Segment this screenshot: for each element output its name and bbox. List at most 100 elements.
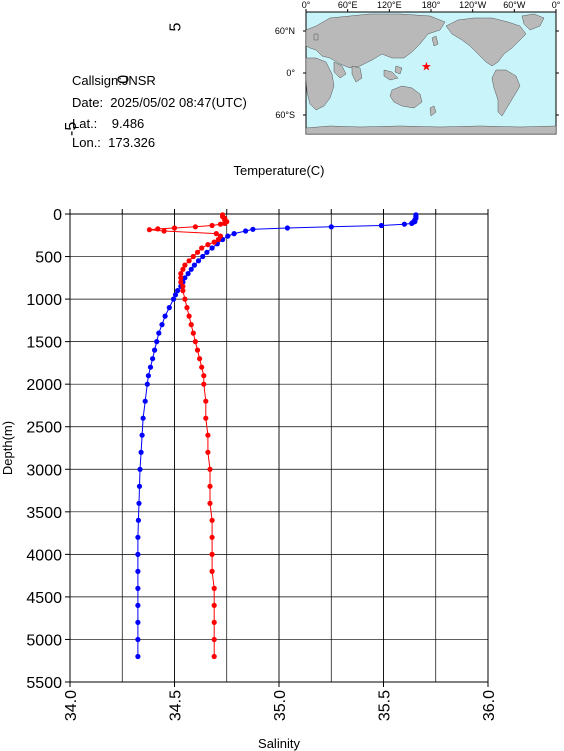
temperature-tick-label: 0 [115,75,132,84]
salinity-tick-label: 34.0 [63,690,80,721]
temperature-point [162,313,168,319]
salinity-point [178,271,184,277]
depth-tick-label: 4500 [26,590,62,607]
salinity-point [178,279,184,285]
salinity-point [203,398,209,404]
salinity-point [205,432,211,438]
temperature-point [135,636,141,643]
depth-tick-label: 2500 [26,420,62,437]
temperature-point [200,253,206,260]
map-lat-tick-label: 60°S [275,110,295,120]
depth-tick-label: 500 [35,250,62,267]
profile-plot: 0 500 1000 1500 2000 2500 3000 3500 4000 4500 5000… [0,23,498,751]
salinity-point [207,466,213,472]
temperature-point [136,500,142,506]
salinity-point [207,483,213,489]
salinity-point [217,221,224,227]
world-map: ★ 0° 60°E 120°E 180° 120°W 60°W 0° 60°N 0° 60°S [275,0,561,135]
salinity-point [186,258,192,264]
depth-tick-label: 3500 [26,505,62,522]
salinity-point [209,551,215,558]
map-land [305,13,557,135]
temperature-point [144,381,150,387]
temperature-point [225,233,231,239]
date-text: Date: 2025/05/02 08:47(UTC) [72,95,247,110]
temperature-point [231,231,237,237]
salinity-point [207,500,213,506]
temperature-point [156,330,162,336]
depth-tick-label: 4000 [26,547,62,564]
temperature-point [175,288,181,294]
salinity-point [180,283,186,289]
temperature-point [138,449,144,455]
temperature-point [191,262,197,268]
salinity-point [211,239,217,245]
temperature-series [135,212,419,660]
temperature-point [172,292,179,298]
temperature-point [147,364,154,370]
map-lon-tick-label: 0° [302,0,311,10]
salinity-point [155,226,161,232]
salinity-point [222,220,228,226]
salinity-point [171,225,178,231]
salinity-point [211,653,217,660]
temperature-point [135,551,141,558]
salinity-point [209,517,215,523]
salinity-point [213,231,219,237]
salinity-point [211,636,217,643]
salinity-point [211,585,217,592]
temperature-point [140,415,146,421]
depth-axis-label: Depth(m) [0,421,15,475]
salinity-point [201,373,207,379]
temperature-point [152,347,158,353]
temperature-point [136,483,143,489]
salinity-point [182,262,188,268]
temperature-point [135,585,141,592]
temperature-point [170,296,177,302]
map-lon-tick-label: 120°W [459,0,487,10]
salinity-point [180,288,186,294]
salinity-point [209,534,215,540]
temperature-point [209,245,215,251]
series-layer [135,212,419,660]
temperature-point [154,339,160,345]
salinity-point [209,568,215,575]
temperature-point [150,356,156,362]
map-lon-tick-label: 60°E [338,0,358,10]
salinity-point [201,381,207,387]
salinity-tick-label: 36.0 [481,690,498,721]
salinity-point [215,236,221,243]
salinity-point [184,305,190,311]
depth-tick-label: 0 [53,207,62,224]
temperature-point [401,221,407,227]
depth-tick-label: 2000 [26,377,62,394]
map-lon-tick-label: 120°E [377,0,402,10]
station-info: Callsign:JNSR Date: 2025/05/02 08:47(UTC… [72,73,247,150]
temperature-point [166,305,172,311]
map-lat-tick-label: 60°N [275,26,295,36]
temperature-point [204,249,210,255]
salinity-axis-label: Salinity [258,736,300,751]
salinity-point [190,253,196,260]
station-marker-icon: ★ [421,60,432,74]
temperature-point [188,266,194,272]
axis-ticks: 0 500 1000 1500 2000 2500 3000 3500 4000 4500 5000… [26,23,498,722]
salinity-point [211,619,217,626]
salinity-point [205,449,211,455]
temperature-point [378,222,384,229]
depth-tick-label: 5000 [26,632,62,649]
salinity-point [161,228,167,234]
salinity-point [178,275,184,281]
longitude-text: Lon.: 173.326 [72,135,155,150]
depth-tick-label: 1500 [26,335,62,352]
depth-tick-label: 1000 [26,292,62,309]
salinity-tick-label: 35.0 [272,690,289,721]
temperature-point [135,534,141,540]
temperature-point [135,653,141,660]
temperature-point [135,602,141,609]
callsign-text: Callsign:JNSR [72,73,156,88]
temperature-point [250,226,256,232]
temperature-point [243,228,249,234]
map-lon-tick-label: 0° [552,0,561,10]
